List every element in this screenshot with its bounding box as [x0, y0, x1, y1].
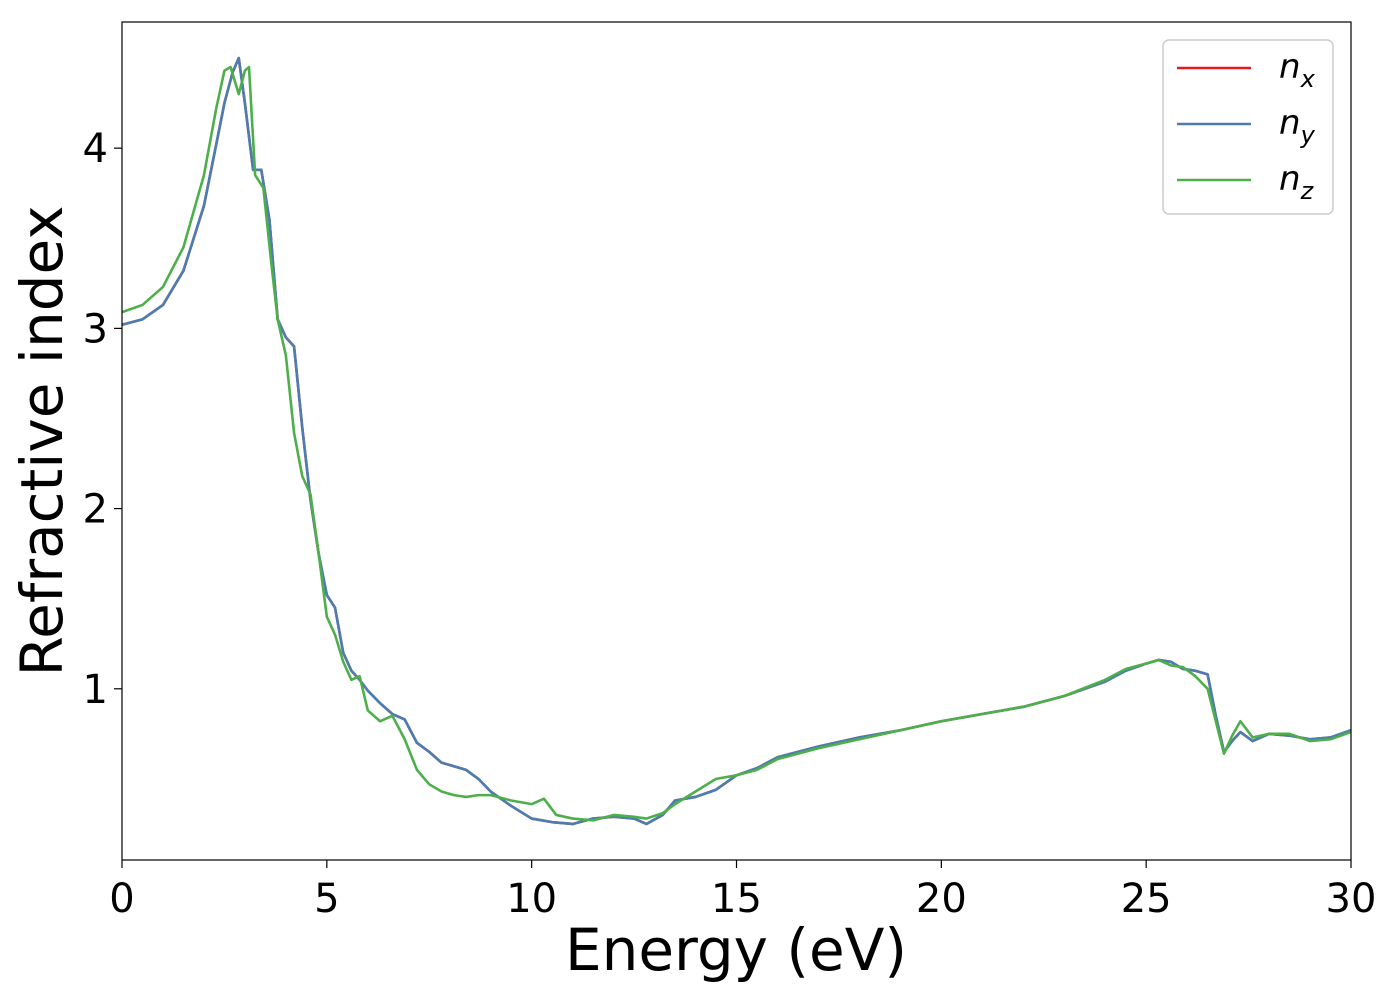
x-tick-label: 15: [711, 876, 762, 922]
x-axis-ticks: 0 5 10 15 20 25 30: [109, 860, 1376, 922]
series-line-z: [122, 65, 1351, 822]
series-layer: [122, 56, 1351, 826]
y-axis-title: Refractive index: [8, 205, 76, 676]
x-tick-label: 30: [1326, 876, 1377, 922]
x-tick-label: 5: [314, 876, 339, 922]
legend-label-z: nz: [1279, 159, 1315, 205]
y-tick-label: 3: [83, 306, 108, 352]
x-tick-label: 0: [109, 876, 134, 922]
y-tick-label: 2: [83, 487, 108, 533]
legend-label-y: ny: [1279, 103, 1316, 149]
legend: nx ny nz: [1162, 39, 1334, 215]
x-tick-label: 25: [1121, 876, 1172, 922]
y-tick-label: 4: [83, 126, 108, 172]
x-tick-label: 20: [916, 876, 967, 922]
y-axis-ticks: 1 2 3 4: [83, 126, 122, 713]
legend-label-x: nx: [1279, 47, 1316, 93]
legend-box: [1162, 39, 1334, 215]
y-tick-label: 1: [83, 667, 108, 713]
x-tick-label: 10: [506, 876, 557, 922]
x-axis-title: Energy (eV): [565, 916, 907, 984]
